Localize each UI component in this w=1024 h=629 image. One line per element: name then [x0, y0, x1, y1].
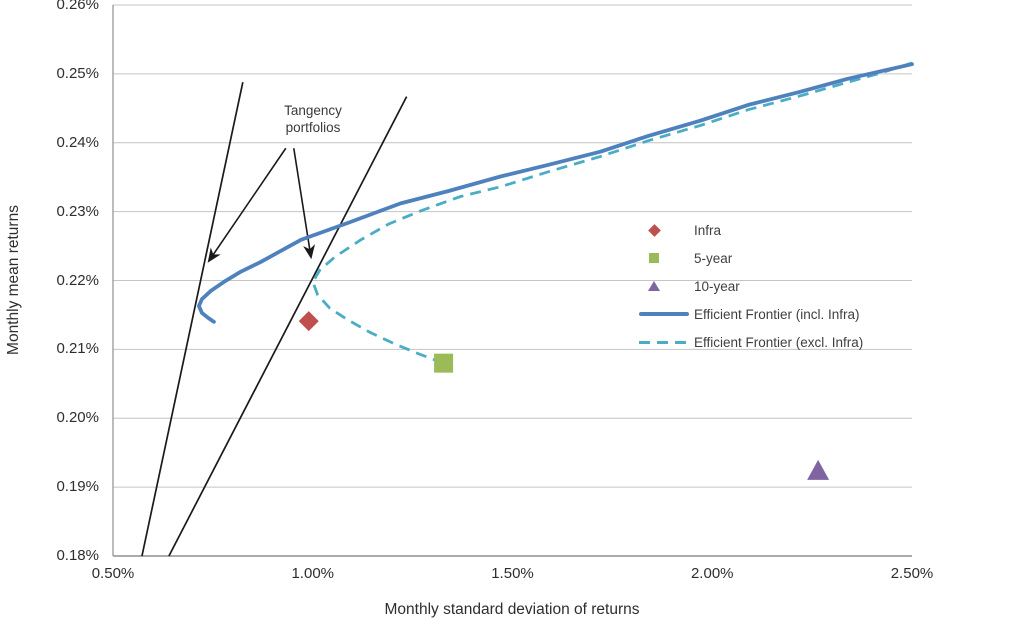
x-tick-label: 2.00% — [690, 565, 734, 582]
y-tick-label: 0.19% — [56, 478, 99, 496]
x-tick-label: 0.50% — [91, 565, 135, 582]
y-tick-label: 0.20% — [56, 409, 99, 427]
y-tick-label: 0.25% — [56, 64, 99, 82]
legend-label: Efficient Frontier (incl. Infra) — [694, 306, 860, 322]
y-tick-label: 0.21% — [56, 340, 99, 358]
legend-item-frontier-incl-infra: Efficient Frontier (incl. Infra) — [638, 300, 863, 328]
legend-item-5-year: 5-year — [638, 244, 863, 272]
x-tick-label: 1.00% — [291, 565, 335, 582]
legend-label: 5-year — [694, 250, 733, 266]
x-axis-title: Monthly standard deviation of returns — [384, 601, 640, 618]
tangency-portfolios-annotation: Tangency portfolios — [284, 103, 342, 135]
legend-label: 10-year — [694, 278, 740, 294]
x-tick-label: 1.50% — [491, 565, 534, 582]
legend-label: Infra — [694, 222, 722, 238]
y-tick-label: 0.26% — [56, 0, 99, 13]
legend-item-10-year: 10-year — [638, 272, 863, 300]
diamond-marker-icon — [648, 223, 661, 237]
plot-area — [112, 4, 914, 557]
solid-line-marker-icon — [639, 312, 689, 316]
triangle-marker-icon — [648, 281, 660, 291]
square-marker-icon — [649, 253, 659, 263]
legend-label: Efficient Frontier (excl. Infra) — [694, 334, 864, 350]
y-tick-label: 0.23% — [56, 202, 99, 220]
legend-item-frontier-excl-infra: Efficient Frontier (excl. Infra) — [638, 328, 863, 356]
legend: Infra 5-year 10-year Efficient Frontier … — [638, 216, 863, 356]
y-tick-label: 0.22% — [56, 271, 99, 289]
y-tick-label: 0.18% — [56, 547, 99, 564]
y-tick-label: 0.24% — [56, 133, 99, 151]
x-tick-label: 2.50% — [890, 565, 934, 582]
legend-item-infra: Infra — [638, 216, 863, 244]
dashed-line-marker-icon — [639, 340, 689, 344]
